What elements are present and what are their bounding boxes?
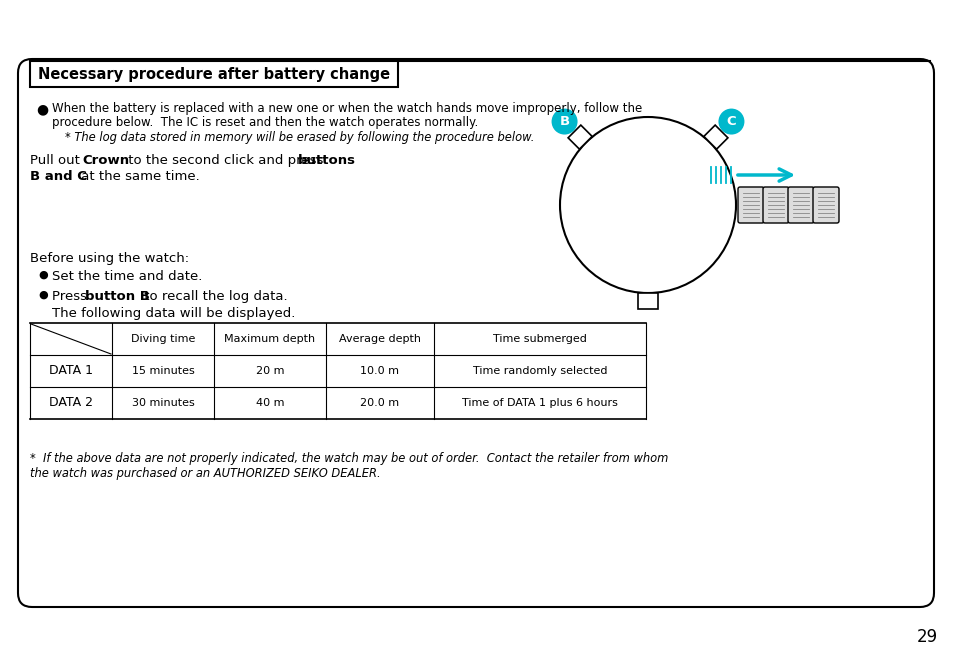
FancyBboxPatch shape (738, 187, 763, 223)
Text: 20 m: 20 m (255, 366, 284, 376)
Text: ●: ● (38, 270, 48, 280)
Text: Time randomly selected: Time randomly selected (473, 366, 607, 376)
Text: button B: button B (85, 290, 150, 303)
Text: Press: Press (52, 290, 91, 303)
Text: Time submerged: Time submerged (493, 334, 586, 344)
Text: When the battery is replaced with a new one or when the watch hands move imprope: When the battery is replaced with a new … (52, 102, 641, 115)
Circle shape (559, 117, 735, 293)
Text: Maximum depth: Maximum depth (224, 334, 315, 344)
Text: 30 minutes: 30 minutes (132, 398, 194, 408)
Text: DATA 2: DATA 2 (49, 396, 92, 410)
Text: 29: 29 (916, 628, 937, 646)
FancyBboxPatch shape (30, 61, 397, 87)
Text: Set the time and date.: Set the time and date. (52, 270, 202, 283)
Text: 10.0 m: 10.0 m (360, 366, 399, 376)
Text: C: C (726, 115, 736, 128)
FancyBboxPatch shape (787, 187, 813, 223)
Text: the watch was purchased or an AUTHORIZED SEIKO DEALER.: the watch was purchased or an AUTHORIZED… (30, 467, 380, 480)
Text: Before using the watch:: Before using the watch: (30, 252, 189, 265)
FancyBboxPatch shape (762, 187, 788, 223)
Text: Time of DATA 1 plus 6 hours: Time of DATA 1 plus 6 hours (461, 398, 618, 408)
Text: 20.0 m: 20.0 m (360, 398, 399, 408)
Polygon shape (567, 125, 592, 149)
Circle shape (551, 108, 577, 134)
Polygon shape (638, 293, 658, 309)
Text: Diving time: Diving time (131, 334, 195, 344)
Text: ●: ● (38, 290, 48, 300)
Text: The following data will be displayed.: The following data will be displayed. (52, 307, 295, 320)
Text: 40 m: 40 m (255, 398, 284, 408)
Polygon shape (703, 125, 727, 149)
Text: to recall the log data.: to recall the log data. (140, 290, 287, 303)
Text: Pull out: Pull out (30, 154, 84, 167)
Text: Average depth: Average depth (338, 334, 420, 344)
Text: at the same time.: at the same time. (77, 170, 199, 183)
Text: DATA 1: DATA 1 (49, 364, 92, 378)
Text: procedure below.  The IC is reset and then the watch operates normally.: procedure below. The IC is reset and the… (52, 116, 477, 129)
Text: *  If the above data are not properly indicated, the watch may be out of order. : * If the above data are not properly ind… (30, 452, 668, 465)
FancyBboxPatch shape (18, 59, 933, 607)
Text: B and C: B and C (30, 170, 87, 183)
Text: ●: ● (36, 102, 48, 116)
Text: Necessary procedure after battery change: Necessary procedure after battery change (38, 66, 390, 82)
FancyBboxPatch shape (812, 187, 838, 223)
Circle shape (718, 108, 743, 134)
Text: to the second click and press: to the second click and press (124, 154, 327, 167)
Text: 15 minutes: 15 minutes (132, 366, 194, 376)
Text: * The log data stored in memory will be erased by following the procedure below.: * The log data stored in memory will be … (65, 131, 534, 144)
Text: B: B (558, 115, 569, 128)
Text: buttons: buttons (297, 154, 355, 167)
Text: Crown: Crown (82, 154, 129, 167)
